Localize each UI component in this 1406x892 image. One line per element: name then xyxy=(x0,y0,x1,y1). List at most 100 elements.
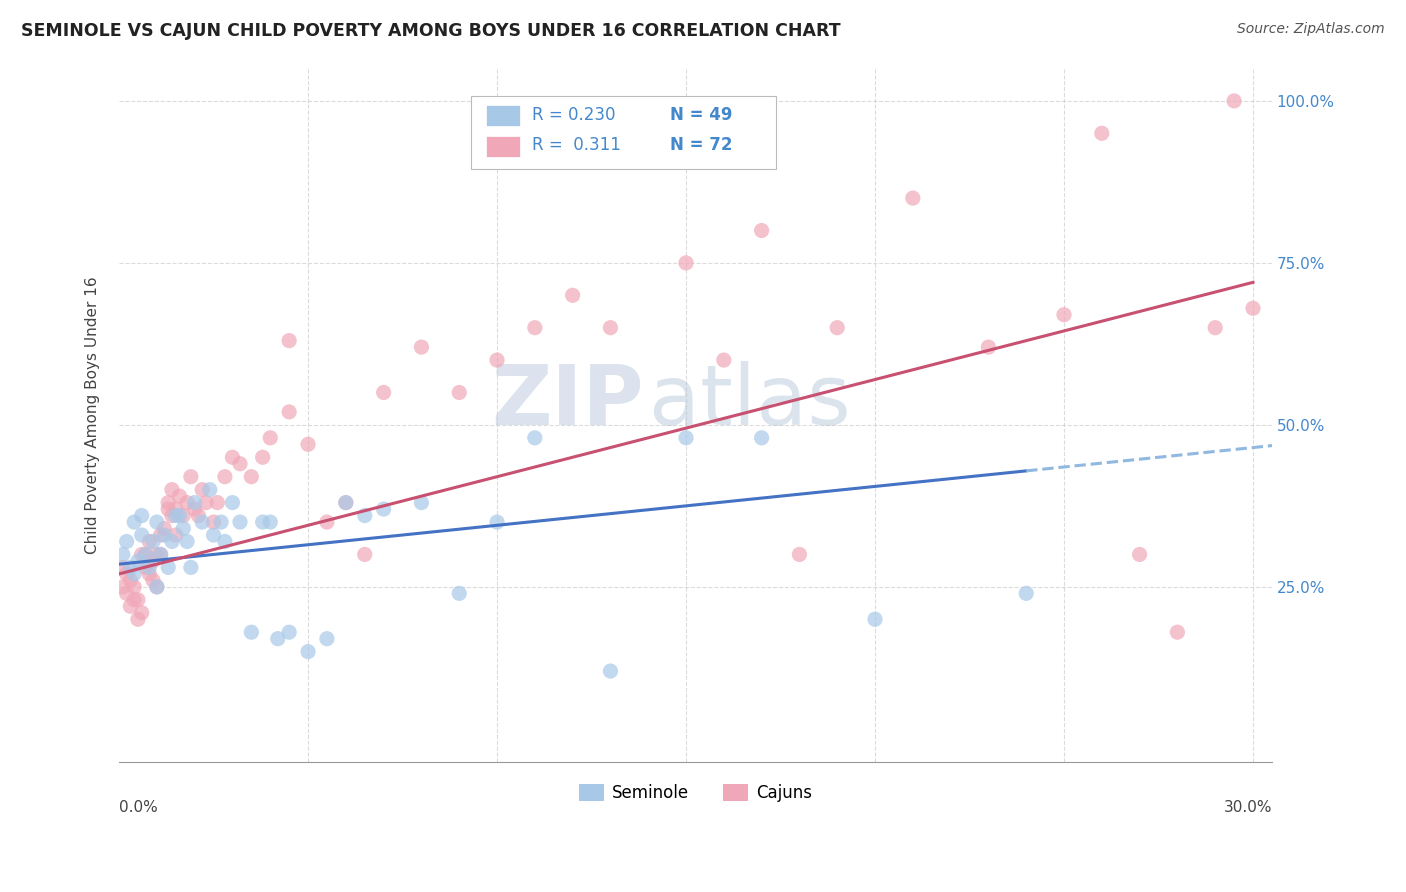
Point xyxy=(259,431,281,445)
Point xyxy=(214,534,236,549)
Point xyxy=(176,495,198,509)
Point xyxy=(240,625,263,640)
Point xyxy=(207,495,229,509)
Point xyxy=(111,548,134,562)
Point xyxy=(187,508,209,523)
Point xyxy=(115,534,138,549)
Text: N = 49: N = 49 xyxy=(671,106,733,124)
Point xyxy=(449,586,471,600)
Point xyxy=(122,566,145,581)
Point xyxy=(183,502,205,516)
Text: Source: ZipAtlas.com: Source: ZipAtlas.com xyxy=(1237,22,1385,37)
Point xyxy=(252,515,274,529)
Point xyxy=(120,560,142,574)
Point xyxy=(172,508,194,523)
Point xyxy=(122,580,145,594)
Point xyxy=(127,612,149,626)
Point xyxy=(1091,126,1114,140)
Point xyxy=(202,515,225,529)
Point xyxy=(122,592,145,607)
Point xyxy=(149,528,172,542)
Point xyxy=(1015,586,1038,600)
Point xyxy=(160,534,183,549)
Point xyxy=(198,483,221,497)
Point xyxy=(138,560,160,574)
Point xyxy=(134,548,156,562)
Point xyxy=(1129,548,1152,562)
Point xyxy=(157,560,180,574)
Point xyxy=(146,515,169,529)
Point xyxy=(202,528,225,542)
Y-axis label: Child Poverty Among Boys Under 16: Child Poverty Among Boys Under 16 xyxy=(86,277,100,554)
Point xyxy=(411,340,433,354)
Point xyxy=(127,592,149,607)
Point xyxy=(127,554,149,568)
Point xyxy=(149,548,172,562)
Point xyxy=(131,508,153,523)
Point xyxy=(214,469,236,483)
Text: 0.0%: 0.0% xyxy=(120,800,157,815)
Text: R =  0.311: R = 0.311 xyxy=(531,136,620,154)
Point xyxy=(142,534,165,549)
Point xyxy=(131,528,153,542)
Point xyxy=(267,632,290,646)
Point xyxy=(713,353,735,368)
Point xyxy=(901,191,924,205)
Point xyxy=(221,450,243,465)
Point xyxy=(138,566,160,581)
Point xyxy=(278,334,301,348)
FancyBboxPatch shape xyxy=(485,105,520,126)
Point xyxy=(373,385,395,400)
Point xyxy=(523,320,546,334)
Point xyxy=(165,502,187,516)
Point xyxy=(115,566,138,581)
Point xyxy=(789,548,811,562)
Point xyxy=(523,431,546,445)
Text: SEMINOLE VS CAJUN CHILD POVERTY AMONG BOYS UNDER 16 CORRELATION CHART: SEMINOLE VS CAJUN CHILD POVERTY AMONG BO… xyxy=(21,22,841,40)
Point xyxy=(751,223,773,237)
Legend: Seminole, Cajuns: Seminole, Cajuns xyxy=(572,778,818,809)
Point xyxy=(165,528,187,542)
Point xyxy=(353,508,375,523)
Point xyxy=(411,495,433,509)
Point xyxy=(131,548,153,562)
Point xyxy=(977,340,1000,354)
Point xyxy=(111,560,134,574)
Point xyxy=(335,495,357,509)
Text: atlas: atlas xyxy=(650,360,851,442)
Point xyxy=(221,495,243,509)
Point xyxy=(157,502,180,516)
Point xyxy=(599,664,621,678)
Point xyxy=(160,483,183,497)
Point xyxy=(146,548,169,562)
Point xyxy=(297,437,319,451)
Point xyxy=(160,508,183,523)
Point xyxy=(183,495,205,509)
Point xyxy=(165,508,187,523)
FancyBboxPatch shape xyxy=(471,96,776,169)
Point xyxy=(142,574,165,588)
Point xyxy=(138,534,160,549)
Point xyxy=(157,495,180,509)
Point xyxy=(259,515,281,529)
Point xyxy=(146,580,169,594)
Point xyxy=(153,522,176,536)
Point xyxy=(675,256,697,270)
Point xyxy=(599,320,621,334)
Point xyxy=(195,495,218,509)
Point xyxy=(172,522,194,536)
Point xyxy=(863,612,886,626)
Point xyxy=(675,431,697,445)
Point xyxy=(120,599,142,614)
Point xyxy=(278,625,301,640)
Point xyxy=(180,469,202,483)
Point xyxy=(120,574,142,588)
Point xyxy=(486,353,509,368)
Point xyxy=(297,645,319,659)
Point xyxy=(825,320,848,334)
Point xyxy=(240,469,263,483)
Point xyxy=(229,515,252,529)
Text: ZIP: ZIP xyxy=(491,360,644,442)
Point xyxy=(111,580,134,594)
Point xyxy=(449,385,471,400)
